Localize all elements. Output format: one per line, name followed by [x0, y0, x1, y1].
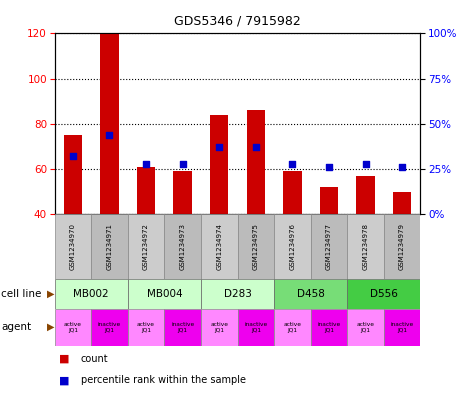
Bar [55, 309, 91, 346]
Bar [201, 214, 238, 279]
Text: active
JQ1: active JQ1 [137, 322, 155, 332]
Bar [247, 110, 265, 214]
Bar [100, 33, 119, 214]
Point [289, 160, 296, 167]
Text: D556: D556 [370, 289, 398, 299]
Bar [347, 279, 420, 309]
Text: count: count [81, 354, 108, 364]
Text: GSM1234976: GSM1234976 [289, 223, 295, 270]
Bar [128, 279, 201, 309]
Text: ■: ■ [59, 354, 70, 364]
Text: GSM1234971: GSM1234971 [106, 223, 113, 270]
Point [105, 132, 113, 138]
Bar [311, 309, 347, 346]
Bar [128, 309, 164, 346]
Text: GSM1234977: GSM1234977 [326, 223, 332, 270]
Text: inactive
JQ1: inactive JQ1 [317, 322, 341, 332]
Bar [164, 214, 201, 279]
Bar [283, 171, 302, 214]
Text: GSM1234970: GSM1234970 [70, 223, 76, 270]
Bar [91, 214, 128, 279]
Text: inactive
JQ1: inactive JQ1 [244, 322, 267, 332]
Bar [164, 309, 201, 346]
Bar [137, 167, 155, 214]
Text: GSM1234972: GSM1234972 [143, 223, 149, 270]
Bar [311, 214, 347, 279]
Text: percentile rank within the sample: percentile rank within the sample [81, 375, 246, 386]
Bar [238, 309, 274, 346]
Bar [201, 279, 274, 309]
Text: MB002: MB002 [73, 289, 109, 299]
Point [69, 153, 77, 160]
Text: GSM1234975: GSM1234975 [253, 223, 259, 270]
Bar [238, 214, 274, 279]
Text: inactive
JQ1: inactive JQ1 [390, 322, 414, 332]
Text: ▶: ▶ [47, 322, 54, 332]
Bar [274, 214, 311, 279]
Bar [384, 214, 420, 279]
Bar [55, 214, 91, 279]
Text: agent: agent [1, 322, 31, 332]
Point [362, 160, 370, 167]
Bar [91, 309, 128, 346]
Text: active
JQ1: active JQ1 [64, 322, 82, 332]
Bar [64, 135, 82, 214]
Point [325, 164, 332, 170]
Text: cell line: cell line [1, 289, 41, 299]
Text: D458: D458 [297, 289, 324, 299]
Point [216, 144, 223, 151]
Point [398, 164, 406, 170]
Bar [347, 214, 384, 279]
Text: active
JQ1: active JQ1 [210, 322, 228, 332]
Bar [393, 191, 411, 214]
Point [179, 160, 186, 167]
Bar [384, 309, 420, 346]
Bar [55, 279, 128, 309]
Bar [274, 309, 311, 346]
Text: GSM1234979: GSM1234979 [399, 223, 405, 270]
Text: active
JQ1: active JQ1 [357, 322, 374, 332]
Text: GSM1234973: GSM1234973 [180, 223, 186, 270]
Text: inactive
JQ1: inactive JQ1 [98, 322, 121, 332]
Text: D283: D283 [224, 289, 251, 299]
Point [142, 160, 150, 167]
Text: inactive
JQ1: inactive JQ1 [171, 322, 194, 332]
Bar [356, 176, 375, 214]
Text: GDS5346 / 7915982: GDS5346 / 7915982 [174, 14, 301, 27]
Bar [201, 309, 238, 346]
Bar [210, 115, 228, 214]
Bar [320, 187, 338, 214]
Text: MB004: MB004 [146, 289, 182, 299]
Bar [347, 309, 384, 346]
Bar [274, 279, 347, 309]
Text: ▶: ▶ [47, 289, 54, 299]
Text: GSM1234974: GSM1234974 [216, 223, 222, 270]
Point [252, 144, 259, 151]
Text: active
JQ1: active JQ1 [284, 322, 301, 332]
Bar [173, 171, 192, 214]
Text: ■: ■ [59, 375, 70, 386]
Bar [128, 214, 164, 279]
Text: GSM1234978: GSM1234978 [362, 223, 369, 270]
